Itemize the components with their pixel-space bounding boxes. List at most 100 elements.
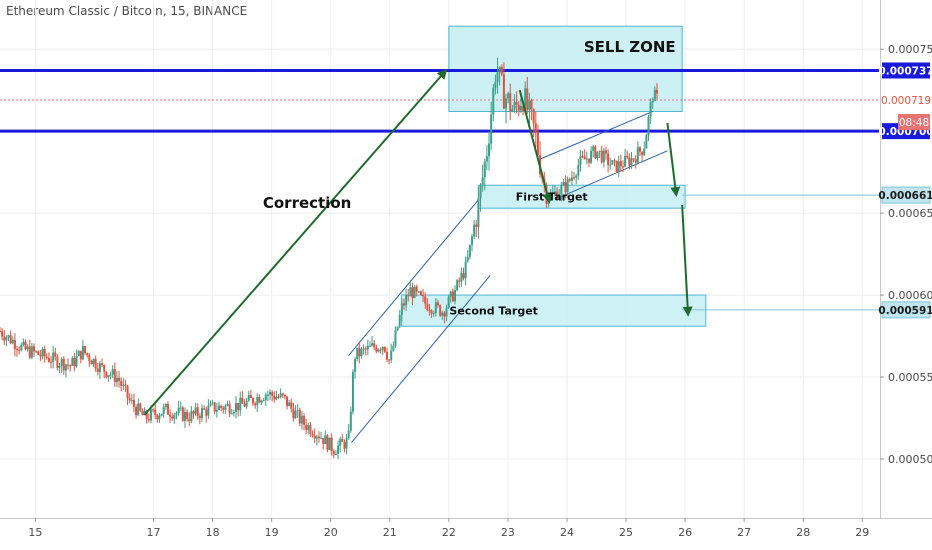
candle-body	[264, 394, 267, 401]
x-tick-label: 21	[383, 526, 397, 539]
candle-body	[173, 414, 176, 419]
candle-body	[30, 346, 33, 358]
candle-body	[194, 407, 197, 414]
candle-body	[638, 147, 641, 152]
candle-body	[171, 416, 174, 419]
candle-body	[258, 397, 261, 403]
candle-body	[243, 403, 246, 407]
candle-body	[602, 150, 605, 163]
candle-body	[390, 350, 393, 360]
candle-body	[413, 286, 416, 298]
candle-body	[305, 424, 308, 430]
candle-body	[409, 287, 412, 297]
candle-body	[60, 358, 63, 366]
candle-body	[609, 164, 612, 166]
price-tag-label: 0.000661	[878, 190, 932, 202]
candle-body	[583, 156, 586, 160]
candle-body	[587, 158, 590, 163]
candle-body	[532, 109, 535, 124]
candle-body	[50, 361, 53, 363]
candle-body	[135, 406, 138, 416]
candle-body	[235, 403, 238, 412]
candle-body	[553, 191, 556, 193]
candle-body	[303, 415, 306, 425]
candle-body	[211, 402, 214, 404]
candle-body	[307, 425, 310, 430]
candle-body	[105, 371, 108, 378]
candle-body	[196, 407, 199, 416]
candles	[0, 57, 658, 460]
candle-body	[160, 413, 163, 416]
candle-body	[58, 365, 61, 368]
candle-body	[101, 363, 104, 366]
candle-body	[611, 160, 614, 165]
candle-body	[405, 295, 408, 306]
candle-body	[220, 405, 223, 408]
candle-body	[519, 105, 522, 111]
candle-body	[458, 280, 461, 282]
candle-body	[328, 437, 331, 451]
candle-body	[130, 400, 133, 402]
candle-body	[200, 408, 203, 419]
candle-body	[188, 419, 191, 422]
candle-body	[356, 347, 359, 360]
candle-body	[415, 286, 418, 292]
candle-body	[215, 409, 218, 412]
candle-body	[92, 359, 95, 365]
candle-body	[141, 410, 144, 416]
candle-body	[224, 405, 227, 410]
candle-body	[515, 101, 518, 105]
candle-body	[84, 346, 87, 354]
candle-body	[126, 385, 129, 398]
candle-body	[375, 347, 378, 352]
candle-body	[41, 348, 44, 357]
candle-body	[366, 345, 369, 350]
candle-body	[632, 158, 635, 160]
candle-body	[283, 394, 286, 397]
candle-body	[0, 331, 1, 333]
candle-body	[441, 312, 444, 316]
candle-body	[345, 438, 348, 449]
candle-body	[256, 397, 259, 406]
candle-body	[260, 400, 263, 403]
candle-body	[132, 400, 135, 407]
candle-body	[456, 280, 459, 291]
zone-box	[448, 25, 683, 112]
candle-body	[388, 359, 391, 361]
candle-body	[626, 155, 629, 158]
price-tag-box	[881, 186, 931, 204]
candle-body	[573, 177, 576, 179]
x-tick-label: 28	[796, 526, 810, 539]
candle-body	[613, 160, 616, 162]
candle-body	[262, 400, 265, 402]
candle-body	[113, 369, 116, 383]
candle-body	[530, 100, 533, 110]
candle-body	[624, 155, 627, 167]
candle-body	[16, 349, 19, 351]
candle-body	[313, 435, 316, 439]
candle-body	[128, 397, 131, 401]
candle-body	[641, 151, 644, 155]
candle-body	[551, 192, 554, 194]
candle-body	[594, 146, 597, 159]
candle-body	[464, 261, 467, 279]
candle-body	[309, 425, 312, 435]
candle-body	[169, 414, 172, 417]
candle-body	[288, 402, 291, 407]
candle-body	[67, 364, 70, 366]
candle-body	[3, 336, 6, 341]
candle-body	[471, 236, 474, 245]
candle-body	[430, 310, 433, 314]
candle-body	[460, 273, 463, 282]
candle-body	[145, 411, 148, 419]
candle-body	[281, 393, 284, 395]
candle-body	[604, 150, 607, 154]
candle-body	[534, 123, 537, 133]
trend-arrow	[681, 204, 693, 317]
candle-body	[186, 411, 189, 420]
candle-body	[237, 403, 240, 411]
